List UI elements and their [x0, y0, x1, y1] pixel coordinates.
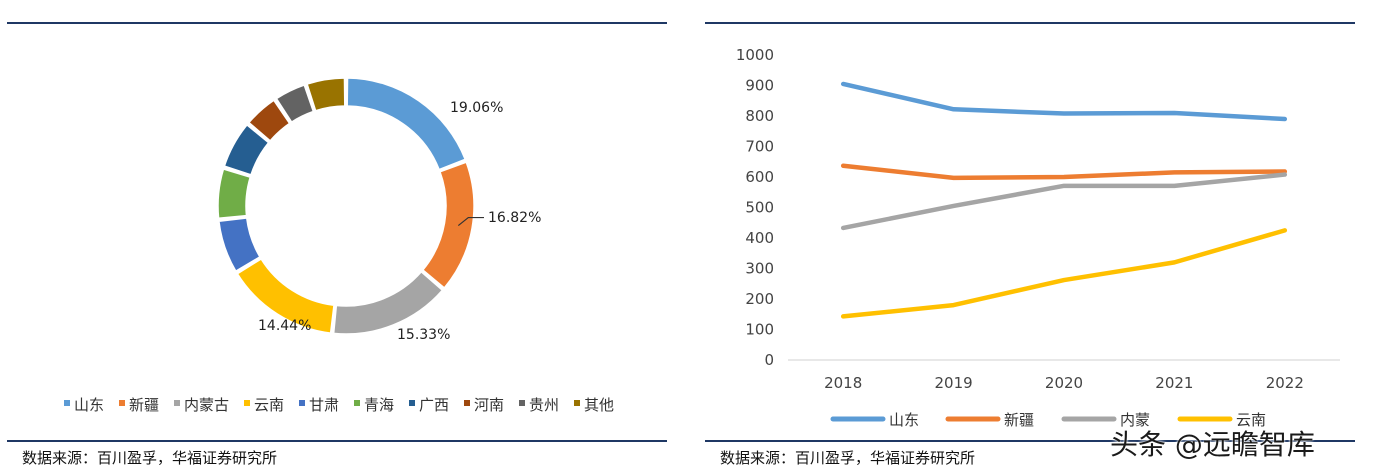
x-tick-label: 2022	[1266, 374, 1304, 392]
legend-label: 新疆	[129, 396, 159, 414]
source-note: 数据来源：百川盈孚，华福证券研究所	[22, 449, 278, 467]
y-tick-label: 900	[745, 77, 774, 95]
legend-marker	[299, 400, 305, 406]
legend-label: 山东	[889, 411, 919, 429]
donut-slice-4	[236, 257, 335, 334]
series-line-3	[840, 172, 1288, 231]
legend-label: 山东	[74, 396, 104, 414]
slice-data-label: 15.33%	[397, 327, 450, 343]
y-tick-label: 200	[745, 290, 774, 308]
top-rule	[705, 22, 1355, 24]
y-tick-label: 800	[745, 107, 774, 125]
donut-chart: 19.06% 16.82% 15.33% 14.44% 山东 新疆 内蒙古 云南 甘肃 青海 广西 河…	[64, 77, 614, 414]
y-tick-label: 100	[745, 321, 774, 339]
donut-chart-panel: 19.06% 16.82% 15.33% 14.44% 山东 新疆 内蒙古 云南 甘肃 青海 广西 河…	[7, 22, 667, 467]
donut-slice-10	[306, 77, 346, 112]
slice-data-label: 14.44%	[258, 318, 311, 334]
legend-marker	[119, 400, 125, 406]
legend-label: 其他	[584, 396, 614, 414]
legend-marker	[519, 400, 525, 406]
legend-marker	[409, 400, 415, 406]
leader-line	[457, 216, 484, 227]
legend-label: 甘肃	[309, 396, 339, 414]
legend-label: 贵州	[529, 396, 559, 414]
legend-marker	[354, 400, 360, 406]
x-tick-label: 2019	[935, 374, 973, 392]
legend-marker	[64, 400, 70, 406]
series-line-1	[840, 81, 1288, 122]
legend-marker	[244, 400, 250, 406]
series-line-4	[840, 228, 1288, 319]
legend-label: 云南	[1236, 411, 1266, 429]
x-tick-label: 2020	[1045, 374, 1083, 392]
legend-marker	[174, 400, 180, 406]
donut-slice-7	[223, 123, 270, 176]
donut-slice-2	[421, 161, 475, 289]
donut-slice-5	[218, 217, 261, 273]
donut-slice-9	[275, 84, 315, 124]
donut-slice-1	[346, 77, 467, 171]
y-tick-label: 300	[745, 260, 774, 278]
legend-label: 河南	[474, 396, 504, 414]
top-rule	[7, 22, 667, 24]
legend-marker	[464, 400, 470, 406]
legend-label: 内蒙	[1120, 411, 1150, 429]
slice-data-label: 19.06%	[450, 100, 503, 116]
x-tick-label: 2018	[824, 374, 862, 392]
legend-label: 青海	[364, 396, 394, 414]
donut-slice-3	[332, 270, 444, 335]
donut-slice-6	[217, 168, 252, 220]
y-tick-label: 400	[745, 229, 774, 247]
legend-label: 新疆	[1004, 411, 1034, 429]
legend-marker	[574, 400, 580, 406]
bottom-rule	[705, 440, 1355, 442]
donut-slice-8	[247, 99, 291, 142]
source-note: 数据来源：百川盈孚，华福证券研究所	[720, 449, 976, 467]
line-chart-panel: 0 100 200 300 400 500 600 700 800 900 1000 2018 2019…	[690, 0, 1380, 475]
y-tick-label: 600	[745, 168, 774, 186]
y-tick-label: 1000	[736, 46, 774, 64]
slice-data-label: 16.82%	[488, 210, 541, 226]
watermark: 头条 @远瞻智库	[1110, 428, 1315, 461]
bottom-rule	[7, 440, 667, 442]
y-tick-label: 500	[745, 199, 774, 217]
legend-label: 广西	[419, 396, 449, 414]
line-chart: 0 100 200 300 400 500 600 700 800 900 1000 2018 2019…	[736, 46, 1340, 429]
y-tick-label: 700	[745, 138, 774, 156]
legend-label: 内蒙古	[184, 396, 229, 414]
y-tick-label: 0	[764, 351, 774, 369]
x-tick-label: 2021	[1155, 374, 1193, 392]
legend-label: 云南	[254, 396, 284, 414]
series-line-2	[840, 163, 1288, 181]
